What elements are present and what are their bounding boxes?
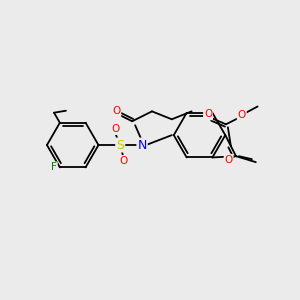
Text: O: O (119, 156, 128, 166)
Text: N: N (137, 139, 147, 152)
Text: S: S (116, 139, 124, 152)
Text: O: O (224, 155, 233, 165)
Text: O: O (112, 106, 120, 116)
Text: O: O (111, 124, 119, 134)
Text: O: O (238, 110, 246, 120)
Text: F: F (51, 162, 57, 172)
Text: O: O (204, 110, 212, 119)
